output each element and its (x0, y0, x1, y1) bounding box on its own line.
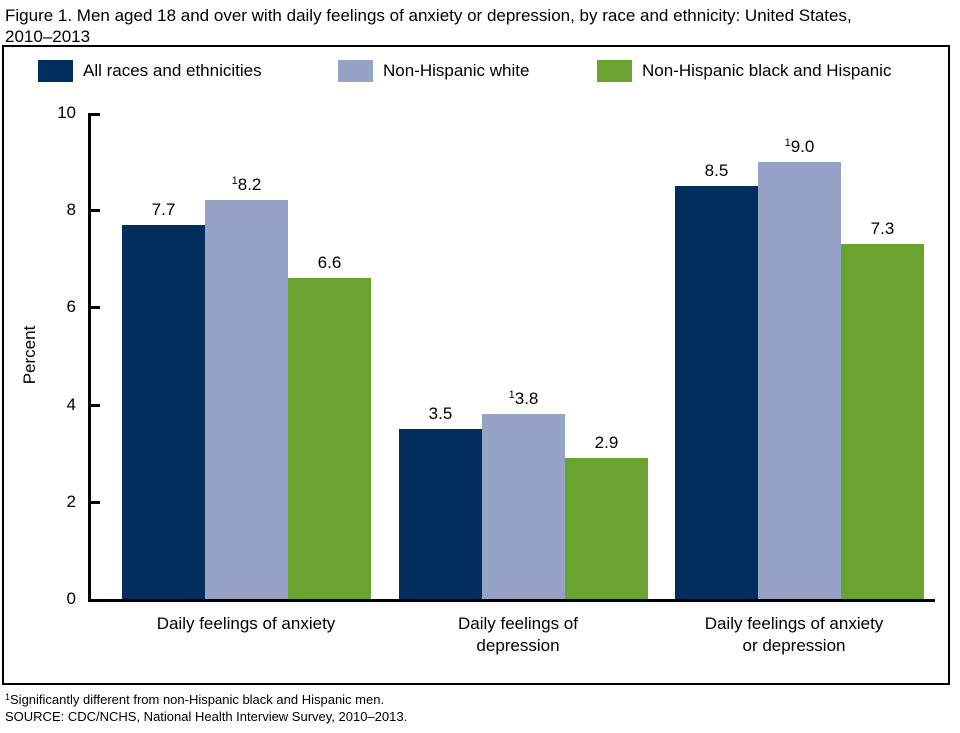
footnotes: 1Significantly different from non-Hispan… (5, 689, 407, 725)
figure-title-line2: 2010–2013 (5, 27, 91, 46)
y-tick-label: 10 (57, 103, 76, 122)
figure-title-line1: Figure 1. Men aged 18 and over with dail… (5, 6, 852, 25)
legend-label-non-hispanic-white: Non-Hispanic white (383, 61, 530, 80)
footnote-significance-text: Significantly different from non-Hispani… (10, 692, 385, 707)
significance-marker: 1 (784, 137, 791, 149)
y-tick-label: 4 (66, 395, 76, 414)
x-category-label: Daily feelings of depression (457, 614, 578, 655)
y-tick-label: 8 (66, 200, 76, 219)
bar-value-label: 3.5 (428, 404, 453, 423)
significance-marker: 1 (508, 389, 515, 401)
bar (675, 186, 758, 599)
bar (122, 225, 205, 599)
y-tick (91, 113, 100, 116)
y-tick (91, 209, 100, 212)
legend-label-all-races: All races and ethnicities (83, 61, 262, 80)
bar (565, 458, 648, 599)
y-tick (91, 306, 100, 309)
bar-value-label: 8.5 (704, 161, 729, 180)
plot-area: 7.7 3.5 8.5 18.2 13.8 19.0 6.6 2.9 7.3 Daily feel… (88, 113, 936, 655)
figure-title: Figure 1. Men aged 18 and over with dail… (5, 5, 955, 47)
bar (758, 162, 841, 599)
y-tick-label: 2 (66, 492, 76, 511)
footnote-source: SOURCE: CDC/NCHS, National Health Interv… (5, 709, 408, 724)
bar-value-label: 13.8 (508, 389, 539, 408)
bar-value-label: 7.3 (870, 219, 895, 238)
y-axis-line (88, 113, 91, 602)
bar (841, 244, 924, 599)
y-tick-label: 6 (66, 297, 76, 316)
legend-item-non-hispanic-white: Non-Hispanic white (338, 60, 529, 82)
chart-box: All races and ethnicities Non-Hispanic w… (2, 45, 950, 685)
legend-item-non-hispanic-black-hispanic: Non-Hispanic black and Hispanic (597, 60, 891, 82)
bar (205, 200, 288, 599)
bar-value-label: 6.6 (317, 253, 342, 272)
legend-swatch-all-races (38, 60, 73, 82)
y-tick (91, 501, 100, 504)
bar-value-label: 7.7 (151, 200, 176, 219)
legend-label-non-hispanic-black-hispanic: Non-Hispanic black and Hispanic (642, 61, 892, 80)
significance-marker: 1 (231, 175, 238, 187)
bar-value-label: 19.0 (784, 137, 815, 156)
bar-value-label: 18.2 (231, 175, 262, 194)
bar-value-label: 2.9 (594, 433, 619, 452)
y-tick-label: 0 (66, 589, 76, 608)
bar (482, 414, 565, 599)
legend-swatch-non-hispanic-black-hispanic (597, 60, 632, 82)
x-category-label: Daily feelings of anxiety (156, 614, 336, 633)
x-category-label: Daily feelings of anxiety or depression (704, 614, 884, 655)
bar (399, 429, 482, 599)
bar (288, 278, 371, 599)
legend-item-all-races: All races and ethnicities (38, 60, 262, 82)
y-tick (91, 404, 100, 407)
footnote-significance: 1Significantly different from non-Hispan… (5, 689, 407, 708)
footnote-significance-marker: 1 (5, 692, 11, 702)
x-axis-line (88, 599, 935, 602)
legend-swatch-non-hispanic-white (338, 60, 373, 82)
